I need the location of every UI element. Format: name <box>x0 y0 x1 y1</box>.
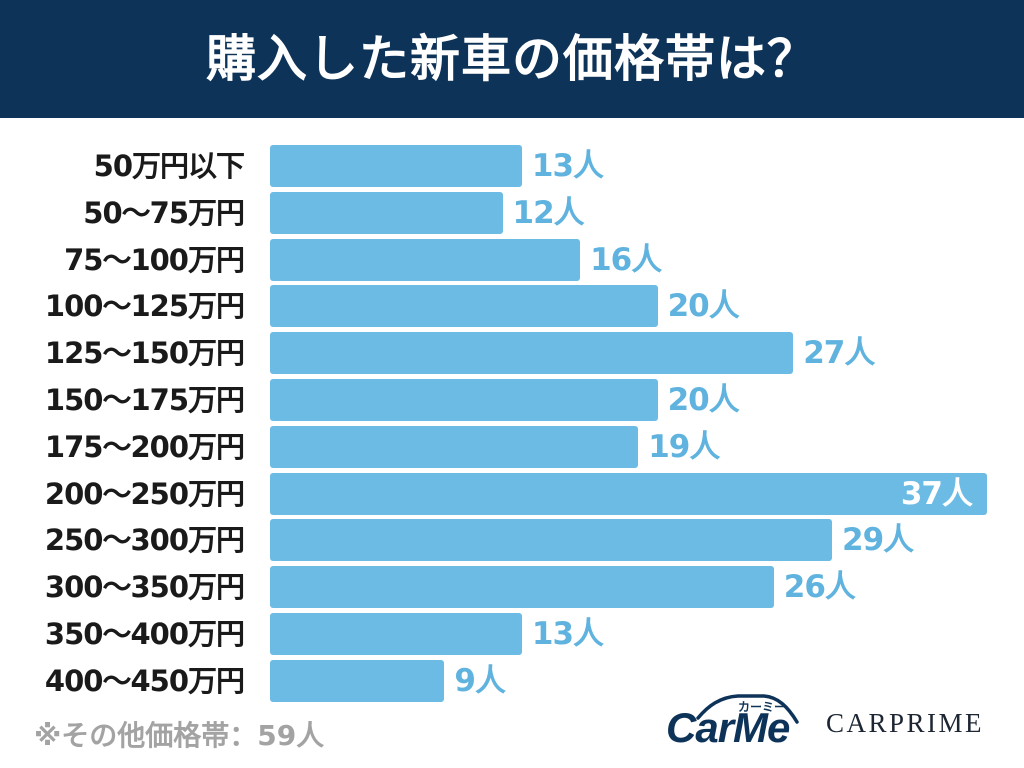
category-label: 200〜250万円 <box>44 476 245 511</box>
data-label: 19人 <box>648 428 720 465</box>
bar <box>270 379 658 421</box>
category-label: 50〜75万円 <box>83 195 245 230</box>
category-label: 125〜150万円 <box>44 336 245 371</box>
category-label: 50万円以下 <box>93 149 245 183</box>
data-label: 20人 <box>667 382 740 418</box>
carme-kana-text: カーミー <box>738 700 787 714</box>
bar <box>270 566 774 609</box>
data-label: 12人 <box>512 194 585 231</box>
header-band: 購入した新車の価格帯は？ <box>0 0 1024 118</box>
bar <box>270 238 581 281</box>
data-label: 20人 <box>667 288 740 325</box>
car-outline-icon <box>696 694 799 724</box>
bar <box>270 332 794 375</box>
category-label: 150〜175万円 <box>44 383 245 417</box>
category-label: 400〜450万円 <box>44 663 245 698</box>
data-label: 9人 <box>454 662 506 699</box>
bar <box>270 472 987 515</box>
category-label: 100〜125万円 <box>44 289 245 324</box>
category-label: 250〜300万円 <box>44 523 245 558</box>
data-label: 13人 <box>531 148 604 184</box>
carme-wordmark: CarMe <box>666 704 790 751</box>
data-label: 16人 <box>590 241 662 278</box>
category-label: 75〜100万円 <box>64 242 245 277</box>
category-label: 175〜200万円 <box>44 429 245 464</box>
footnote: ※その他価格帯：59人 <box>34 719 325 752</box>
bar <box>270 659 445 702</box>
page-title: 購入した新車の価格帯は？ <box>206 30 818 88</box>
data-label: 27人 <box>803 335 875 372</box>
bar <box>270 425 639 468</box>
carme-logo: カーミー CarMe <box>664 688 804 751</box>
data-label: 13人 <box>531 616 604 652</box>
bar <box>270 191 503 234</box>
bar <box>270 285 658 328</box>
data-label: 29人 <box>842 522 914 559</box>
data-label: 37人 <box>900 475 973 512</box>
data-label: 26人 <box>783 569 856 606</box>
category-label: 300〜350万円 <box>44 570 245 605</box>
category-label: 350〜400万円 <box>44 617 245 651</box>
bar <box>270 145 522 187</box>
carprime-logo: CARPRIME <box>826 708 985 738</box>
bar <box>270 613 522 655</box>
bar <box>270 519 832 562</box>
